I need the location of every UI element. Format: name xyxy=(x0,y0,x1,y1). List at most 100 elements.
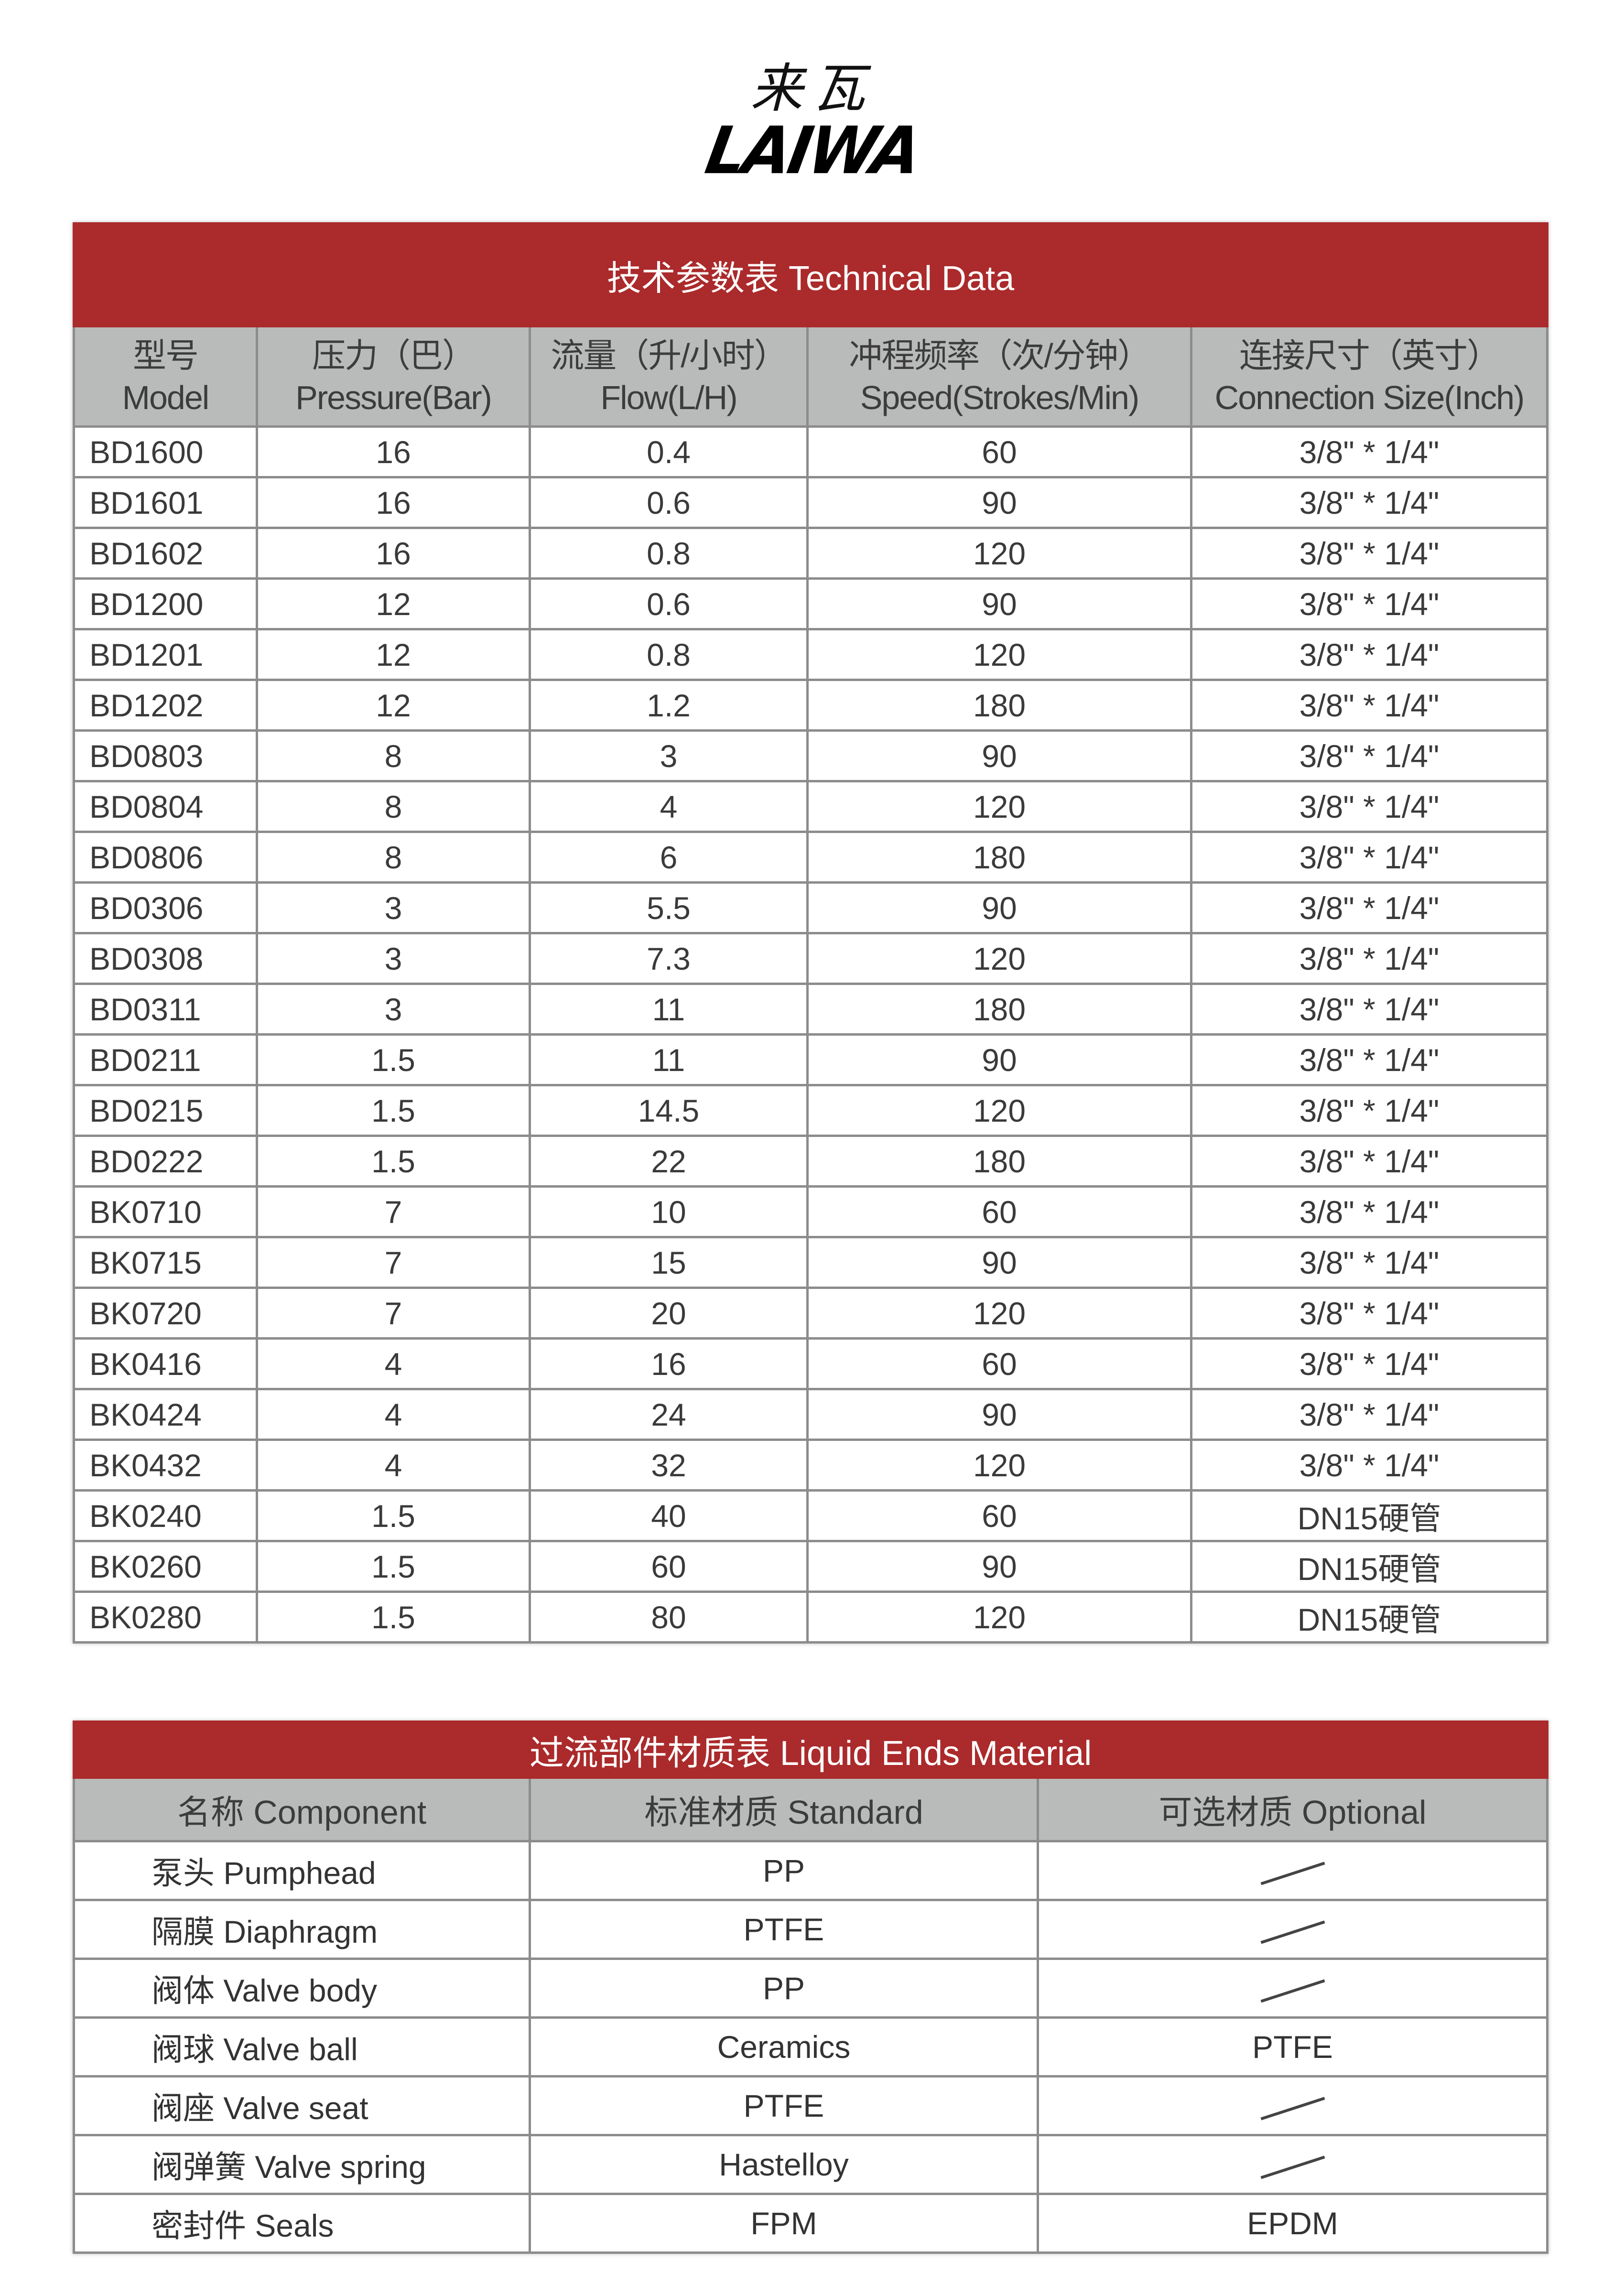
table-cell: 60 xyxy=(529,1540,809,1593)
table-cell: 120 xyxy=(806,628,1192,681)
table-cell: BK0432 xyxy=(73,1439,258,1492)
table-cell: 24 xyxy=(529,1388,809,1441)
column-header: 压力（巴） Pressure(Bar) xyxy=(256,325,531,428)
table-cell: DN15硬管 xyxy=(1190,1591,1548,1644)
table-cell: 90 xyxy=(806,881,1192,934)
table-cell: 120 xyxy=(806,780,1192,833)
table-cell xyxy=(1036,1840,1549,1901)
column-header: 可选材质 Optional xyxy=(1036,1776,1549,1842)
table-cell: 16 xyxy=(256,527,531,580)
table-cell: 16 xyxy=(256,425,531,478)
table-cell: 3/8" * 1/4" xyxy=(1190,881,1548,934)
table-cell: 120 xyxy=(806,527,1192,580)
table-row: BD0306 3 5.5 90 3/8" * 1/4" xyxy=(73,881,1548,934)
table-row: 隔膜 Diaphragm PTFE xyxy=(73,1899,1549,1960)
table-cell: 3/8" * 1/4" xyxy=(1190,983,1548,1036)
table-cell: PP xyxy=(529,1840,1039,1901)
table-cell: BD1601 xyxy=(73,476,258,529)
table-cell: 3/8" * 1/4" xyxy=(1190,577,1548,630)
table-cell: 0.4 xyxy=(529,425,809,478)
table-row: BD0311 3 11 180 3/8" * 1/4" xyxy=(73,983,1548,1036)
table-cell: BK0720 xyxy=(73,1287,258,1340)
table-cell: 3 xyxy=(529,729,809,782)
table-cell: 3/8" * 1/4" xyxy=(1190,1236,1548,1289)
table-cell: 180 xyxy=(806,679,1192,732)
table-cell: 4 xyxy=(256,1337,531,1390)
table-cell: 0.6 xyxy=(529,476,809,529)
column-header: 标准材质 Standard xyxy=(529,1776,1039,1842)
column-header: 冲程频率（次/分钟） Speed(Strokes/Min) xyxy=(806,325,1192,428)
table-cell: 3/8" * 1/4" xyxy=(1190,425,1548,478)
table-cell: 阀弹簧 Valve spring xyxy=(73,2134,531,2195)
column-header-cn: 连接尺寸（英寸） xyxy=(1239,336,1500,374)
table-cell: BK0280 xyxy=(73,1591,258,1644)
table-cell: 90 xyxy=(806,577,1192,630)
table-cell: BD0306 xyxy=(73,881,258,934)
table-cell: 8 xyxy=(256,780,531,833)
table-row: 阀座 Valve seat PTFE xyxy=(73,2075,1549,2136)
column-header: 连接尺寸（英寸） Connection Size(Inch) xyxy=(1190,325,1548,428)
column-header-en: Model xyxy=(122,379,210,416)
table-cell: BK0715 xyxy=(73,1236,258,1289)
table-cell: 3/8" * 1/4" xyxy=(1190,1388,1548,1441)
table-cell: 90 xyxy=(806,1540,1192,1593)
table-row: BD0215 1.5 14.5 120 3/8" * 1/4" xyxy=(73,1084,1548,1137)
table-row: BK0280 1.5 80 120 DN15硬管 xyxy=(73,1591,1548,1644)
table-cell: 80 xyxy=(529,1591,809,1644)
table-cell: DN15硬管 xyxy=(1190,1489,1548,1542)
table-cell: 1.5 xyxy=(256,1489,531,1542)
not-applicable-slash-icon xyxy=(1260,1920,1325,1944)
table-cell: 7 xyxy=(256,1287,531,1340)
table-cell: 60 xyxy=(806,1489,1192,1542)
table-row: BD1200 12 0.6 90 3/8" * 1/4" xyxy=(73,577,1548,630)
column-header-en: Pressure(Bar) xyxy=(295,379,492,416)
table-cell: 7 xyxy=(256,1185,531,1238)
table-cell xyxy=(1036,2075,1549,2136)
table-row: BD1601 16 0.6 90 3/8" * 1/4" xyxy=(73,476,1548,529)
table-cell: 1.5 xyxy=(256,1591,531,1644)
table-cell: 0.6 xyxy=(529,577,809,630)
table-row: BK0240 1.5 40 60 DN15硬管 xyxy=(73,1489,1548,1542)
table-cell: 120 xyxy=(806,1439,1192,1492)
table-row: BD0211 1.5 11 90 3/8" * 1/4" xyxy=(73,1033,1548,1086)
table-cell: 3/8" * 1/4" xyxy=(1190,1135,1548,1188)
technical-data-title: 技术参数表 Technical Data xyxy=(73,222,1548,327)
table-cell: 8 xyxy=(256,729,531,782)
table-cell: 1.5 xyxy=(256,1033,531,1086)
table-cell: 8 xyxy=(256,831,531,884)
table-cell: 90 xyxy=(806,1236,1192,1289)
table-cell: 3/8" * 1/4" xyxy=(1190,1337,1548,1390)
table-cell: 3/8" * 1/4" xyxy=(1190,1033,1548,1086)
column-header: 流量（升/小时） Flow(L/H) xyxy=(529,325,809,428)
table-row: 阀弹簧 Valve spring Hastelloy xyxy=(73,2134,1549,2195)
table-cell: 3/8" * 1/4" xyxy=(1190,932,1548,985)
table-cell: 4 xyxy=(256,1439,531,1492)
table-cell: 1.5 xyxy=(256,1084,531,1137)
table-row: BD0804 8 4 120 3/8" * 1/4" xyxy=(73,780,1548,833)
table-cell: 阀座 Valve seat xyxy=(73,2075,531,2136)
table-cell: 32 xyxy=(529,1439,809,1492)
table-cell: 90 xyxy=(806,1033,1192,1086)
not-applicable-slash-icon xyxy=(1260,2155,1325,2179)
table-cell: 4 xyxy=(256,1388,531,1441)
table-cell: 3/8" * 1/4" xyxy=(1190,1439,1548,1492)
table-cell: 60 xyxy=(806,425,1192,478)
column-header-cn: 流量（升/小时） xyxy=(551,336,787,374)
table-cell: BD1200 xyxy=(73,577,258,630)
table-cell: 11 xyxy=(529,1033,809,1086)
table-row: BD0806 8 6 180 3/8" * 1/4" xyxy=(73,831,1548,884)
column-header-en: Speed(Strokes/Min) xyxy=(860,379,1140,416)
logo-english: LAIWA xyxy=(700,112,925,189)
table-cell: FPM xyxy=(529,2193,1039,2254)
table-cell: BD0211 xyxy=(73,1033,258,1086)
table-cell: 16 xyxy=(529,1337,809,1390)
table-cell: 0.8 xyxy=(529,628,809,681)
table-row: BD0222 1.5 22 180 3/8" * 1/4" xyxy=(73,1135,1548,1188)
column-header: 名称 Component xyxy=(73,1776,531,1842)
technical-data-table: 技术参数表 Technical Data 型号 Model 压力（巴） Pressur… xyxy=(73,222,1548,1644)
table-cell: Ceramics xyxy=(529,2016,1039,2078)
table-cell: BD0215 xyxy=(73,1084,258,1137)
table-cell: 40 xyxy=(529,1489,809,1542)
table-cell: 4 xyxy=(529,780,809,833)
table-cell: BD0806 xyxy=(73,831,258,884)
